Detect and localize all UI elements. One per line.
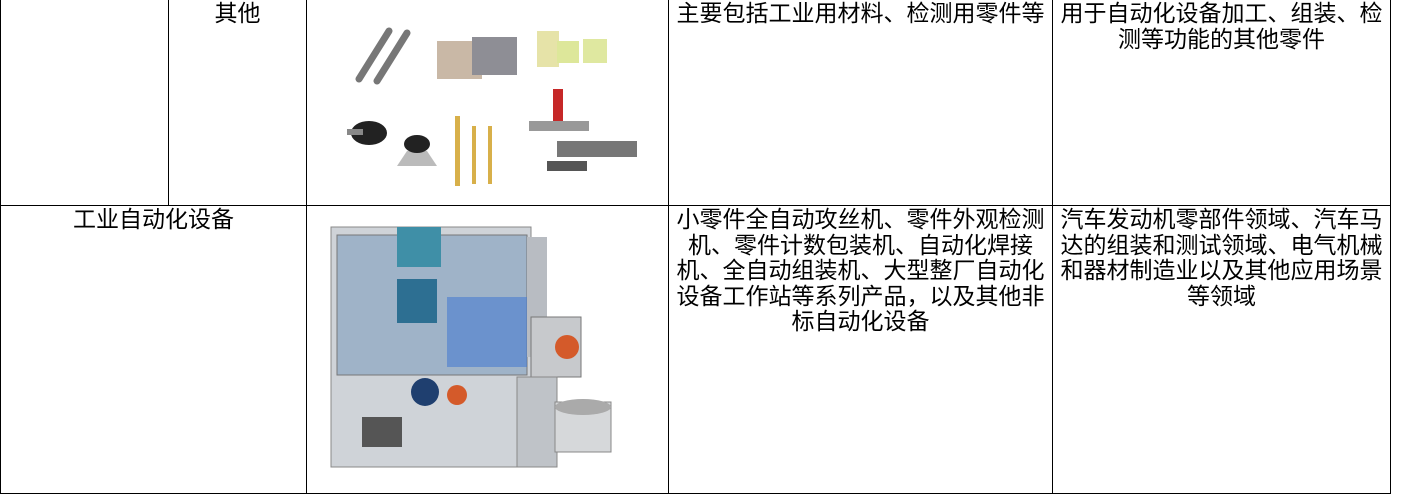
table-cell: 工业自动化设备 <box>0 205 307 494</box>
table-cell: 小零件全自动攻丝机、零件外观检测机、零件计数包装机、自动化焊接机、全自动组装机、… <box>668 205 1053 494</box>
table-cell: 汽车发动机零部件领域、汽车马达的组装和测试领域、电气机械和器材制造业以及其他应用… <box>1052 205 1391 494</box>
parts-image <box>347 27 637 186</box>
machine-image <box>330 226 612 468</box>
image-cell <box>306 0 669 206</box>
table-cell: 用于自动化设备加工、组装、检测等功能的其他零件 <box>1052 0 1391 206</box>
table-cell: 主要包括工业用材料、检测用零件等 <box>668 0 1053 206</box>
table-row: 其他 主要包括工业用材料、检测用零件等 用于自动化设备加工、组装、检测等功能的其… <box>0 0 1391 206</box>
table-cell <box>0 0 169 206</box>
table-row: 工业自动化设备 小零件全自动攻丝机、零件外观检测机、零件计数包装机、自动化焊接机… <box>0 205 1391 494</box>
table-cell: 其他 <box>168 0 307 206</box>
image-cell <box>306 205 669 494</box>
